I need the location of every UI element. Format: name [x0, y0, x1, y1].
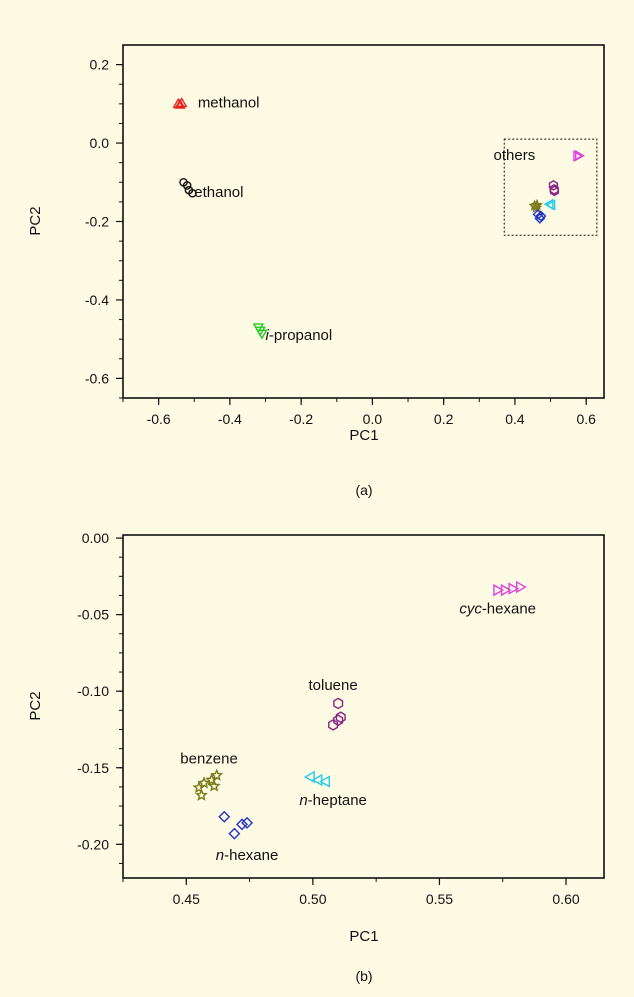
- data-point: [194, 788, 208, 801]
- y-tick-label: -0.6: [85, 370, 109, 386]
- data-point: [549, 184, 559, 195]
- data-point: [210, 768, 224, 781]
- data-point: [197, 776, 211, 789]
- x-tick-label: 0.4: [505, 411, 525, 427]
- annotation-italic: n: [216, 847, 224, 864]
- x-tick-label: 0.2: [434, 411, 454, 427]
- annotation-italic: i: [266, 327, 270, 344]
- data-point: [176, 97, 188, 108]
- y-tick-label: 0.0: [90, 135, 110, 151]
- annotation-label: benzene: [180, 751, 238, 768]
- data-point: [182, 181, 192, 190]
- annotation-label: cyc-hexane: [459, 601, 536, 618]
- data-point: [174, 98, 186, 109]
- data-point: [228, 827, 241, 840]
- data-point: [218, 810, 231, 823]
- annotation-rest: -hexane: [482, 601, 536, 618]
- data-point: [303, 770, 315, 784]
- annotation-label: toluene: [309, 677, 358, 694]
- panel-label: (a): [355, 482, 372, 498]
- y-tick-label: -0.15: [77, 760, 109, 776]
- data-point: [535, 210, 547, 222]
- y-tick-label: -0.10: [77, 683, 109, 699]
- x-tick-label: 0.50: [299, 891, 326, 907]
- data-point: [574, 149, 585, 162]
- data-point: [335, 711, 346, 724]
- others-box: [503, 138, 598, 236]
- y-tick-label: -0.05: [77, 607, 109, 623]
- y-tick-label: -0.20: [77, 836, 109, 852]
- x-axis-label: PC1: [349, 928, 378, 945]
- data-point: [493, 583, 505, 597]
- data-point: [549, 185, 560, 197]
- data-point: [500, 583, 512, 597]
- data-point: [508, 582, 520, 595]
- data-point: [516, 580, 527, 594]
- x-tick-label: 0.0: [363, 411, 383, 427]
- data-point: [333, 714, 344, 727]
- data-point: [531, 198, 544, 211]
- x-tick-label: -0.4: [218, 411, 242, 427]
- annotation-rest: -propanol: [269, 327, 332, 344]
- x-tick-label: 0.6: [576, 411, 596, 427]
- data-point: [319, 775, 330, 788]
- x-tick-label: 0.55: [426, 891, 453, 907]
- data-point: [328, 719, 339, 731]
- data-point: [172, 97, 184, 108]
- annotation-label: n-hexane: [216, 847, 279, 864]
- data-point: [311, 773, 323, 787]
- annotation-italic: cyc: [459, 601, 482, 618]
- y-tick-label: 0.2: [90, 57, 110, 73]
- x-tick-label: 0.45: [173, 891, 200, 907]
- y-tick-label: -0.4: [85, 292, 109, 308]
- annotation-rest: -hexane: [224, 847, 278, 864]
- panel-label: (b): [355, 968, 372, 984]
- annotation-label: ethanol: [194, 184, 243, 201]
- data-point: [545, 199, 556, 211]
- x-axis-label: PC1: [349, 427, 378, 444]
- data-point: [241, 816, 254, 829]
- annotation-rest: -heptane: [308, 792, 367, 809]
- data-point: [207, 779, 221, 792]
- y-axis-label: PC2: [27, 206, 44, 235]
- annotation-label: i-propanol: [266, 327, 333, 344]
- chart-panel-b: 0.45 0.50 0.55 0.60 0.00 -0.05 -0.10 -0.15 -0.20…: [27, 530, 605, 984]
- annotation-label: others: [494, 147, 536, 164]
- data-point: [256, 329, 268, 340]
- x-tick-label: -0.2: [289, 411, 313, 427]
- data-point: [548, 180, 559, 191]
- annotation-label: methanol: [198, 95, 260, 112]
- data-point: [235, 818, 248, 831]
- data-point: [532, 208, 544, 220]
- annotation-italic: n: [299, 792, 307, 809]
- data-point: [188, 188, 197, 198]
- data-point: [333, 697, 344, 710]
- plot-frame: [122, 44, 605, 399]
- annotation-label: n-heptane: [299, 792, 367, 809]
- y-tick-label: 0.00: [82, 530, 109, 546]
- x-tick-label: -0.6: [147, 411, 171, 427]
- y-tick-label: -0.2: [85, 214, 109, 230]
- y-axis-label: PC2: [27, 691, 44, 720]
- chart-panel-a: -0.6 -0.4 -0.2 0.0 0.2 0.4 0.6 0.2 0.0 -0.2 -0.4 -0…: [27, 44, 605, 498]
- x-tick-label: 0.60: [552, 891, 579, 907]
- plot-frame: [122, 534, 605, 879]
